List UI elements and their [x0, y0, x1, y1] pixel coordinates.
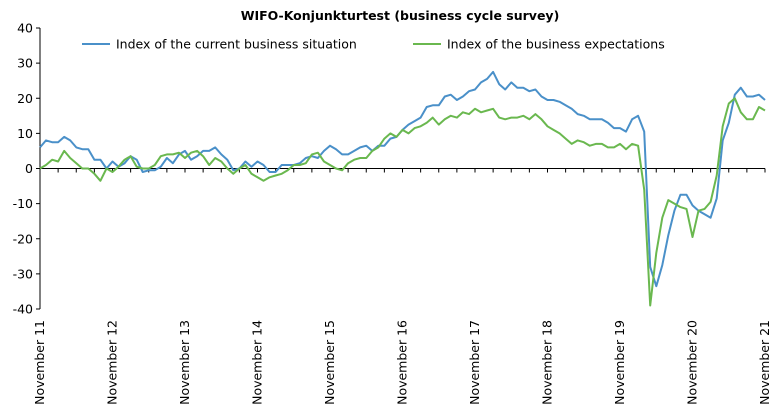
x-tick-label: November 14: [250, 320, 265, 405]
x-tick-label: November 12: [105, 320, 120, 405]
chart-title: WIFO-Konjunkturtest (business cycle surv…: [241, 8, 560, 23]
x-tick-label: November 16: [395, 320, 410, 405]
legend-label-business-expectations: Index of the business expectations: [447, 37, 665, 52]
x-tick-label: November 21: [757, 320, 772, 405]
x-tick-label: November 13: [177, 320, 192, 405]
y-tick-label: 10: [17, 126, 33, 141]
x-axis: November 11 November 12 November 13 Novembe…: [32, 168, 772, 405]
legend: Index of the current business situation …: [82, 37, 665, 52]
x-tick-label: November 11: [32, 320, 47, 405]
series-line-business-expectations: [39, 97, 766, 307]
y-tick-label: 40: [17, 21, 33, 36]
y-tick-label: 20: [17, 91, 33, 106]
y-tick-label: 0: [25, 161, 33, 176]
legend-label-current-situation: Index of the current business situation: [116, 37, 357, 52]
y-tick-label: -40: [13, 302, 33, 317]
series-layer: [39, 70, 766, 307]
y-tick-label: -30: [13, 266, 33, 281]
y-tick-label: -10: [13, 196, 33, 211]
y-axis: 40 30 20 10 0 -10 -20 -30 -40: [13, 21, 41, 317]
x-tick-label: November 17: [467, 320, 482, 405]
y-tick-label: 30: [17, 56, 33, 71]
x-tick-label: November 20: [685, 320, 700, 405]
x-tick-label: November 15: [322, 320, 337, 405]
x-tick-label: November 19: [612, 320, 627, 405]
y-tick-label: -20: [13, 231, 33, 246]
x-tick-label: November 18: [540, 320, 555, 405]
